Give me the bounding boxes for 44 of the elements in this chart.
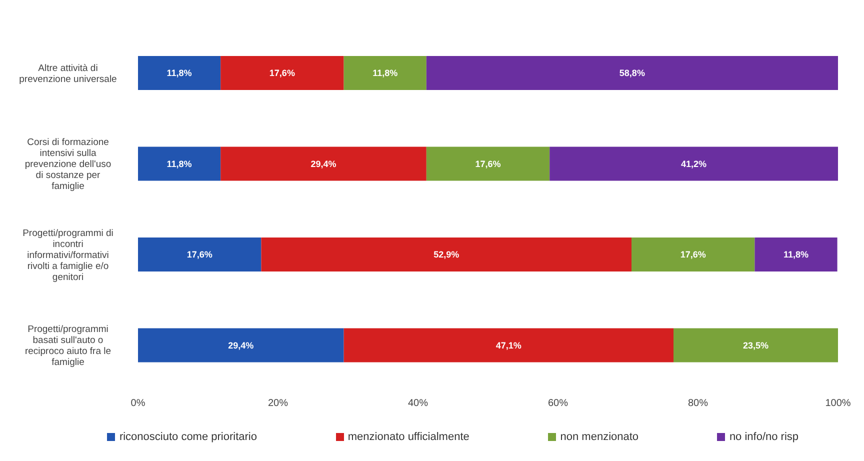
data-label: 17,6%: [475, 158, 501, 169]
data-label: 47,1%: [496, 340, 522, 350]
data-label: 23,5%: [742, 340, 769, 350]
y-tick-label: Progetti/programmi basati sull'auto o reciproco aiuto fra le famiglie: [24, 324, 112, 368]
bar: [220, 56, 344, 90]
data-label: 17,6%: [680, 250, 706, 260]
data-label: 11,8%: [166, 158, 192, 169]
x-tick-label: 20%: [268, 398, 288, 410]
bar: [426, 146, 550, 181]
data-label: 11,8%: [372, 68, 398, 78]
bar: [674, 328, 838, 362]
bar: [754, 238, 838, 272]
x-tick-label: 100%: [825, 398, 851, 410]
x-tick-label: 80%: [688, 398, 708, 410]
data-label: 17,6%: [186, 250, 212, 260]
data-label: 41,2%: [681, 158, 707, 169]
bar: [138, 56, 221, 90]
bar: [220, 146, 426, 181]
bar: [632, 238, 755, 272]
y-tick-label: Corsi di formazione intensivi sulla prevenzione dell'uso di sostanze per famiglie: [24, 137, 112, 192]
data-label: 52,9%: [434, 250, 460, 260]
legend-label: riconosciuto come prioritario: [118, 431, 257, 443]
data-label: 17,6%: [269, 68, 295, 78]
data-label: 11,8%: [783, 250, 809, 260]
y-tick-label: Altre attività di prevenzione universale: [19, 62, 117, 85]
x-tick-label: 0%: [130, 398, 146, 410]
bar: [550, 146, 838, 181]
bar: [426, 56, 838, 90]
legend-label: no info/no risp: [728, 431, 799, 443]
y-tick-label: Progetti/programmi di incontri informativi/formativi rivolti a famiglie e/o genitori: [22, 228, 114, 283]
bar: [261, 238, 632, 272]
x-tick-label: 60%: [548, 398, 568, 410]
data-label: 58,8%: [619, 68, 645, 78]
bar: [344, 56, 426, 90]
data-label: 29,4%: [228, 340, 254, 350]
data-label: 11,8%: [166, 68, 192, 78]
data-label: 29,4%: [310, 158, 336, 169]
legend-label: non menzionato: [559, 431, 639, 443]
bar: [138, 238, 262, 272]
legend-label: menzionato ufficialmente: [346, 431, 470, 443]
bar: [138, 328, 344, 362]
bar: [344, 328, 674, 362]
x-tick-label: 40%: [408, 398, 428, 410]
bar: [138, 146, 221, 181]
